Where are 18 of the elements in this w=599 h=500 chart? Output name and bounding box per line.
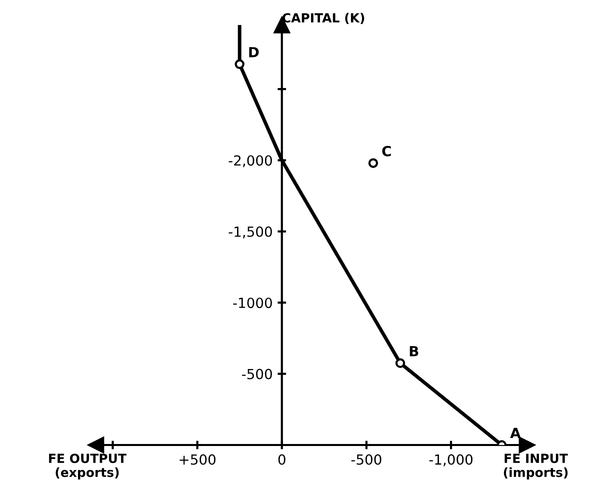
point bbox=[234, 59, 244, 69]
point bbox=[395, 358, 406, 368]
y-axis-title: CAPITAL (K) bbox=[282, 12, 364, 24]
y-tick-label: -2,000 bbox=[228, 155, 272, 168]
text: FE OUTPUT (exports) bbox=[49, 454, 126, 480]
y-tick-label: -1,500 bbox=[228, 226, 272, 238]
point bbox=[368, 158, 378, 168]
x-tick-label: -1,000 bbox=[429, 454, 472, 466]
y-tick-label: -1000 bbox=[233, 298, 272, 308]
y-tick-label: -500 bbox=[242, 368, 272, 380]
annotation: C bbox=[382, 146, 391, 156]
x-tick-label: +500 bbox=[180, 454, 216, 465]
annotation: A bbox=[510, 428, 521, 438]
x-tick-label: -500 bbox=[351, 454, 382, 465]
x-axis-title: FE INPUT (imports) bbox=[504, 454, 568, 480]
x-tick-label: 0 bbox=[278, 454, 286, 465]
annotation: D bbox=[249, 47, 259, 58]
annotation: B bbox=[410, 346, 418, 356]
